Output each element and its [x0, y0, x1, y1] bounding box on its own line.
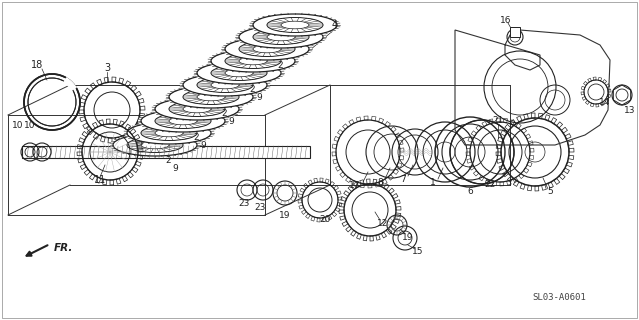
- Text: 23: 23: [254, 203, 266, 212]
- Wedge shape: [63, 78, 76, 91]
- Ellipse shape: [166, 85, 256, 109]
- Text: 2: 2: [249, 84, 255, 93]
- Text: 8: 8: [377, 178, 383, 187]
- Ellipse shape: [250, 13, 340, 37]
- Text: 2: 2: [221, 108, 227, 117]
- Ellipse shape: [138, 109, 228, 133]
- Ellipse shape: [194, 61, 284, 85]
- Text: 12: 12: [377, 219, 389, 228]
- Text: 6: 6: [467, 188, 473, 196]
- Ellipse shape: [110, 133, 200, 157]
- Text: 18: 18: [31, 60, 43, 70]
- Text: 9: 9: [200, 140, 206, 149]
- Text: 19: 19: [402, 233, 413, 242]
- Text: 9: 9: [228, 116, 234, 125]
- Text: 7: 7: [400, 174, 406, 183]
- Text: 22: 22: [484, 180, 496, 188]
- Text: 15: 15: [412, 247, 424, 257]
- Text: 3: 3: [104, 63, 110, 73]
- Text: FR.: FR.: [54, 243, 73, 253]
- Text: 17: 17: [350, 180, 361, 189]
- Text: 11: 11: [94, 175, 106, 185]
- Text: 21: 21: [492, 116, 504, 124]
- Text: 1: 1: [430, 178, 436, 187]
- Text: 9: 9: [256, 92, 262, 101]
- Text: 2: 2: [193, 132, 199, 141]
- Text: 13: 13: [624, 106, 636, 115]
- Ellipse shape: [222, 37, 312, 61]
- Text: 23: 23: [238, 198, 250, 207]
- Ellipse shape: [208, 49, 298, 73]
- Ellipse shape: [180, 73, 270, 97]
- Text: 2: 2: [277, 60, 283, 69]
- Text: 9: 9: [172, 164, 178, 172]
- Ellipse shape: [152, 97, 242, 121]
- Text: SL03-A0601: SL03-A0601: [532, 293, 586, 302]
- Text: 19: 19: [279, 211, 291, 220]
- Text: 20: 20: [320, 215, 331, 225]
- Text: 10: 10: [24, 121, 36, 130]
- Text: 14: 14: [599, 98, 611, 107]
- Ellipse shape: [236, 25, 326, 49]
- Bar: [22, 146, 310, 158]
- Text: 2: 2: [166, 156, 171, 164]
- Text: 5: 5: [547, 188, 553, 196]
- Bar: [510, 27, 520, 37]
- Text: 4: 4: [332, 20, 338, 30]
- Ellipse shape: [124, 121, 214, 145]
- Text: 10: 10: [12, 121, 24, 130]
- Text: 16: 16: [500, 15, 512, 25]
